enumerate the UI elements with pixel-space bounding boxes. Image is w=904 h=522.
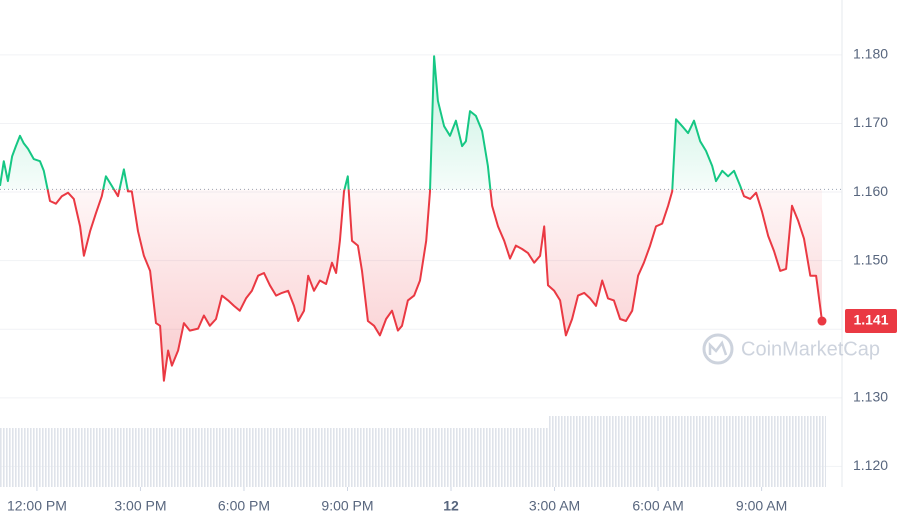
y-tick-label: 1.160 <box>853 183 888 199</box>
watermark-text: CoinMarketCap <box>741 338 880 360</box>
x-tick-label: 9:00 AM <box>736 498 787 514</box>
y-tick-label: 1.180 <box>853 46 888 62</box>
volume-strip <box>548 416 826 487</box>
plot <box>0 55 842 382</box>
volume-strip <box>0 428 548 487</box>
y-tick-label: 1.130 <box>853 389 888 405</box>
x-tick-label: 12 <box>443 498 459 514</box>
x-tick-label: 6:00 AM <box>632 498 683 514</box>
y-tick-label: 1.150 <box>853 251 888 267</box>
price-label-box <box>845 309 897 334</box>
x-tick-label: 6:00 PM <box>218 498 270 514</box>
watermark: CoinMarketCap <box>702 333 880 365</box>
x-tick-label: 3:00 PM <box>114 498 166 514</box>
last-point <box>817 316 827 326</box>
y-tick-label: 1.120 <box>853 457 888 473</box>
y-tick-label: 1.170 <box>853 114 888 130</box>
price-area <box>0 56 822 381</box>
price-line <box>0 55 823 382</box>
x-tick-label: 12:00 PM <box>7 498 67 514</box>
x-tick-label: 3:00 AM <box>529 498 580 514</box>
x-tick-label: 9:00 PM <box>321 498 373 514</box>
labels: 1.1201.1301.1401.1501.1601.1701.18012:00… <box>7 46 897 514</box>
price-label: 1.141 <box>853 312 888 328</box>
